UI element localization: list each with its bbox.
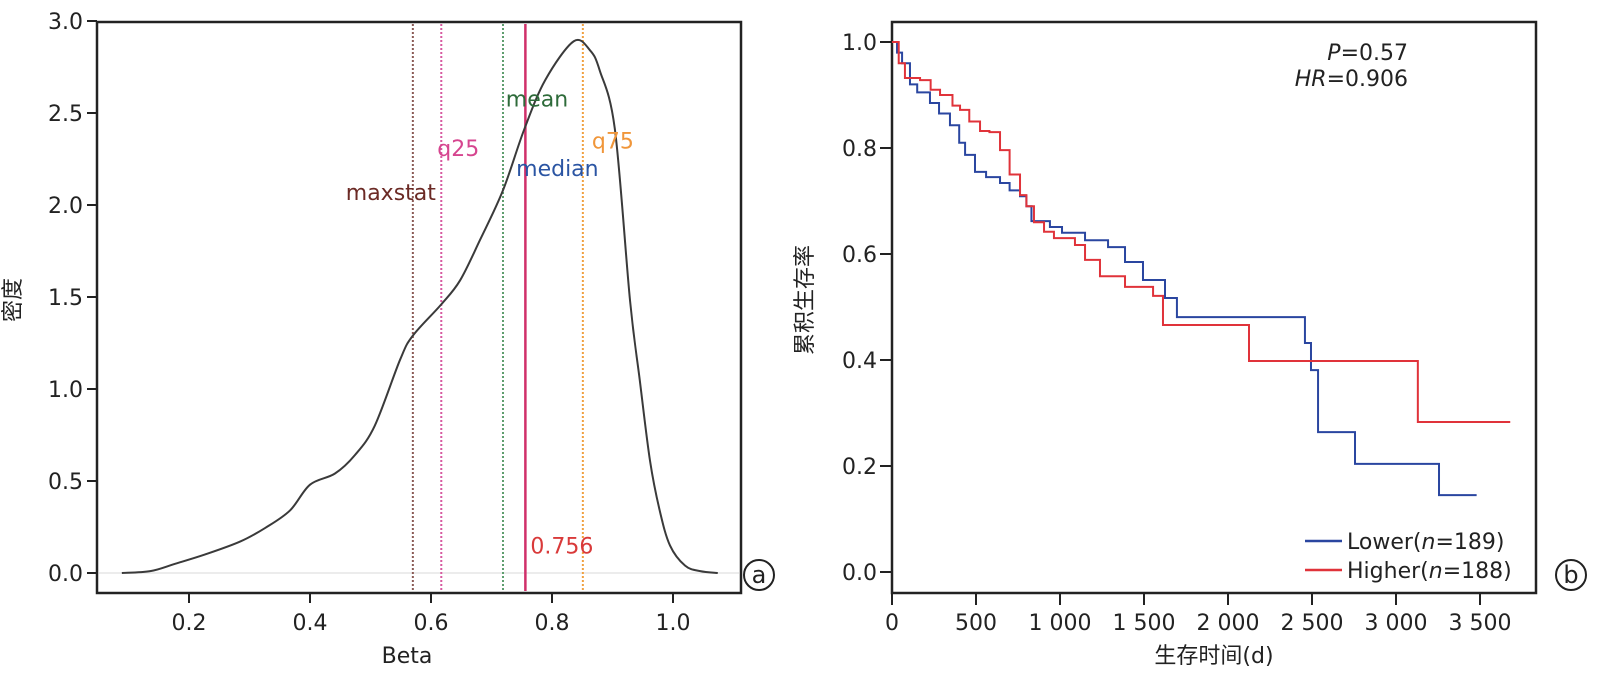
panel-label-circle <box>1555 559 1587 591</box>
p-value: =0.57 <box>1341 41 1408 66</box>
y-axis-label: 密度 <box>1 278 26 322</box>
x-tick-label: 3 500 <box>1449 611 1512 636</box>
density-curve <box>121 38 718 574</box>
panel-label-text: b <box>1563 561 1578 589</box>
p-label: P <box>1327 41 1341 66</box>
vline-label-q25: q25 <box>437 137 479 162</box>
y-tick-label: 2.0 <box>48 194 83 219</box>
y-tick-label: 0.5 <box>48 470 83 495</box>
hr-label: HR <box>1295 67 1327 92</box>
x-tick-label: 1.0 <box>656 611 691 636</box>
y-tick-label: 0.0 <box>842 561 877 586</box>
x-axis-label: 生存时间(d) <box>1154 644 1273 669</box>
y-tick-label: 1.5 <box>48 286 83 311</box>
y-tick-label: 0.8 <box>842 137 877 162</box>
cutoff-value-label: 0.756 <box>530 534 593 559</box>
legend-item-higher: Higher(n=188) <box>1305 559 1512 584</box>
panel-label-b: b <box>1555 559 1587 591</box>
y-axis-label: 累积生存率 <box>793 245 818 355</box>
y-tick-label: 3.0 <box>48 10 83 35</box>
y-tick-label: 0.6 <box>842 243 877 268</box>
x-tick-label: 3 000 <box>1365 611 1428 636</box>
vline-label-median: median <box>516 157 598 182</box>
x-tick-label: 0.4 <box>293 611 328 636</box>
legend-label: Lower(n=189) <box>1347 530 1504 555</box>
x-tick-label: 1 500 <box>1113 611 1176 636</box>
y-tick-label: 1.0 <box>842 31 877 56</box>
vline-label-maxstat: maxstat <box>346 181 437 206</box>
x-tick-label: 2 500 <box>1281 611 1344 636</box>
x-tick-label: 0 <box>885 611 899 636</box>
panel-label-circle <box>743 559 775 591</box>
panel-label-a: a <box>743 559 775 591</box>
y-tick-label: 0.0 <box>48 562 83 587</box>
vline-label-mean: mean <box>506 87 568 112</box>
x-tick-label: 500 <box>955 611 997 636</box>
x-axis-label: Beta <box>382 644 433 669</box>
survival-plot: 0 500 1 000 1 500 2 000 2 500 3 000 3 500 0.0 0.… <box>793 20 1587 669</box>
plot-b-frame <box>890 20 1538 595</box>
x-tick-label: 2 000 <box>1197 611 1260 636</box>
vline-label-q75: q75 <box>592 130 634 155</box>
y-tick-label: 0.4 <box>842 349 877 374</box>
y-tick-label: 0.2 <box>842 455 877 480</box>
y-tick-label: 1.0 <box>48 378 83 403</box>
hr-value: =0.906 <box>1327 67 1408 92</box>
legend: Lower(n=189) Higher(n=188) <box>1305 530 1512 584</box>
legend-item-lower: Lower(n=189) <box>1305 530 1504 555</box>
x-tick-label: 0.2 <box>172 611 207 636</box>
plot-a-frame <box>95 20 743 595</box>
legend-label: Higher(n=188) <box>1347 559 1512 584</box>
survival-curve-higher <box>892 41 1511 424</box>
x-tick-label: 1 000 <box>1029 611 1092 636</box>
x-tick-label: 0.6 <box>414 611 449 636</box>
survival-curve-lower <box>892 41 1477 497</box>
x-tick-label: 0.8 <box>535 611 570 636</box>
density-plot: 0.2 0.4 0.6 0.8 1.0 0.0 0.5 1.0 1.5 2.0 2.5 3.0 ma… <box>1 10 775 669</box>
hr-annotation: HR=0.906 <box>1295 67 1408 92</box>
panel-label-text: a <box>752 561 767 589</box>
p-value-annotation: P=0.57 <box>1327 41 1408 66</box>
y-tick-label: 2.5 <box>48 102 83 127</box>
